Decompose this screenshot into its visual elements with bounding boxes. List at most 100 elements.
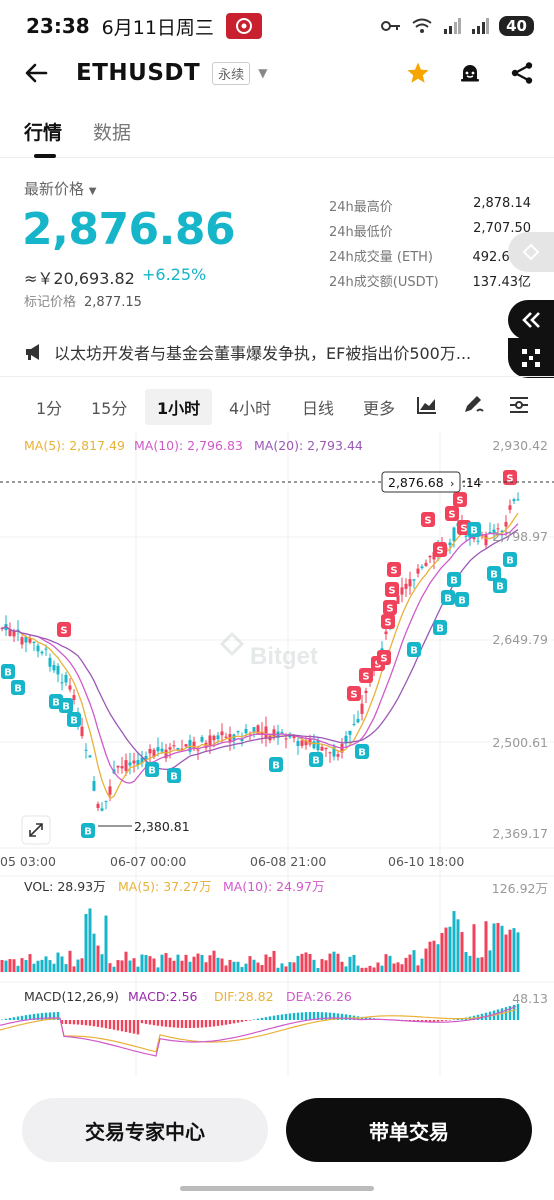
symbol-title[interactable]: ETHUSDT (76, 60, 201, 86)
sell-marker[interactable]: S (421, 512, 435, 527)
share-icon[interactable] (510, 61, 534, 85)
marker-box (359, 668, 373, 683)
interval-15m[interactable]: 15分 (91, 399, 128, 418)
buy-marker[interactable]: B (309, 752, 323, 767)
volume-bar (200, 954, 204, 972)
buy-marker[interactable]: B (467, 522, 481, 537)
candle-body (264, 726, 268, 739)
volume-bar (80, 958, 84, 972)
mark-price: 标记价格 2,877.15 (24, 291, 142, 310)
volume-bar (344, 966, 348, 972)
buy-marker[interactable]: B (447, 572, 461, 587)
sell-marker[interactable]: S (433, 542, 447, 557)
buy-marker[interactable]: B (455, 592, 469, 607)
volume-layer (0, 908, 520, 972)
sell-marker[interactable]: S (445, 506, 459, 521)
sell-marker[interactable]: S (359, 668, 373, 683)
tab-market[interactable]: 行情 (24, 122, 63, 144)
news-ticker[interactable]: 以太坊开发者与基金会董事爆发争执，EF被指出价500万... (24, 340, 471, 364)
macd-bar (420, 1020, 424, 1023)
sell-marker[interactable]: S (57, 622, 71, 637)
buy-marker[interactable]: B (81, 823, 95, 838)
volume-bar (476, 957, 480, 972)
caret-down-icon[interactable]: ▼ (258, 66, 268, 80)
sell-marker[interactable]: S (383, 600, 397, 615)
macd-bar (156, 1020, 160, 1026)
volume-bar (504, 934, 508, 972)
current-price-tag[interactable] (381, 471, 461, 493)
buy-marker[interactable]: B (441, 590, 455, 605)
sell-marker[interactable]: S (381, 614, 395, 629)
sell-marker[interactable]: S (385, 582, 399, 597)
draw-pen-icon[interactable] (462, 393, 486, 415)
buy-marker[interactable]: B (493, 578, 507, 593)
caret-down-icon: ▼ (88, 186, 97, 197)
buy-marker[interactable]: B (145, 762, 159, 777)
buy-marker[interactable]: B (1, 664, 15, 679)
buy-marker[interactable]: B (167, 768, 181, 783)
buy-marker[interactable]: B (487, 566, 501, 581)
buy-marker[interactable]: B (503, 552, 517, 567)
back-arrow-icon[interactable] (24, 62, 48, 84)
tab-data[interactable]: 数据 (93, 122, 132, 144)
home-indicator[interactable] (180, 1186, 374, 1191)
buy-marker[interactable]: B (11, 680, 25, 695)
volume-bar (188, 961, 192, 972)
buy-marker[interactable]: B (355, 744, 369, 759)
interval-4h[interactable]: 4小时 (229, 399, 272, 418)
buy-marker[interactable]: B (59, 698, 73, 713)
candle-body (192, 741, 196, 749)
alert-bell-icon[interactable] (458, 61, 482, 85)
side-expand-button[interactable] (508, 232, 554, 272)
expand-icon[interactable] (21, 815, 51, 845)
volume-bar (444, 927, 448, 972)
sell-marker[interactable]: S (347, 686, 361, 701)
buy-marker[interactable]: B (407, 642, 421, 657)
volume-bar (488, 950, 492, 972)
volume-bar (28, 954, 32, 972)
candle-body (60, 682, 64, 684)
buy-marker[interactable]: B (269, 757, 283, 772)
copy-trade-button[interactable]: 带单交易 (286, 1098, 532, 1162)
buy-marker[interactable]: B (433, 620, 447, 635)
sell-marker[interactable]: S (377, 650, 391, 665)
sell-marker[interactable]: S (387, 562, 401, 577)
interval-1m[interactable]: 1分 (36, 399, 63, 418)
macd-bar (64, 1020, 68, 1025)
macd-value: MACD:2.56 (128, 989, 198, 1004)
macd-bar (316, 1012, 320, 1020)
interval-more[interactable]: 更多 (363, 399, 396, 418)
macd-bar (12, 1017, 16, 1020)
volume-bar (448, 926, 452, 972)
cny-price: ≈￥20,693.82 (24, 269, 135, 288)
volume-bar (412, 950, 416, 972)
chart-type-icon[interactable] (416, 395, 438, 415)
interval-1h[interactable]: 1小时 (145, 389, 213, 425)
expert-center-button[interactable]: 交易专家中心 (22, 1098, 268, 1162)
interval-1d[interactable]: 日线 (302, 399, 335, 418)
macd-bar (16, 1016, 20, 1020)
indicator-settings-icon[interactable] (508, 395, 530, 415)
candle-body (224, 736, 228, 738)
macd-bar (444, 1020, 448, 1021)
macd-bar (328, 1012, 332, 1020)
macd-bar (148, 1020, 152, 1025)
qr-code-button[interactable] (508, 338, 554, 378)
qr-code-icon (522, 349, 540, 367)
macd-bar (200, 1020, 204, 1028)
volume-bar (104, 915, 108, 972)
sell-marker[interactable]: S (453, 492, 467, 507)
sell-marker[interactable]: S (503, 470, 517, 485)
candle-body (400, 587, 404, 595)
candle-body (136, 760, 140, 766)
buy-marker[interactable]: B (67, 712, 81, 727)
macd-bar (288, 1013, 292, 1020)
latest-price-label[interactable]: 最新价格 ▼ (24, 180, 97, 198)
vol-legend: VOL: 28.93万 (24, 879, 106, 894)
candle-body (88, 755, 92, 758)
collapse-button[interactable] (508, 300, 554, 340)
star-favorite-icon[interactable] (406, 61, 430, 85)
macd-bar (216, 1020, 220, 1026)
